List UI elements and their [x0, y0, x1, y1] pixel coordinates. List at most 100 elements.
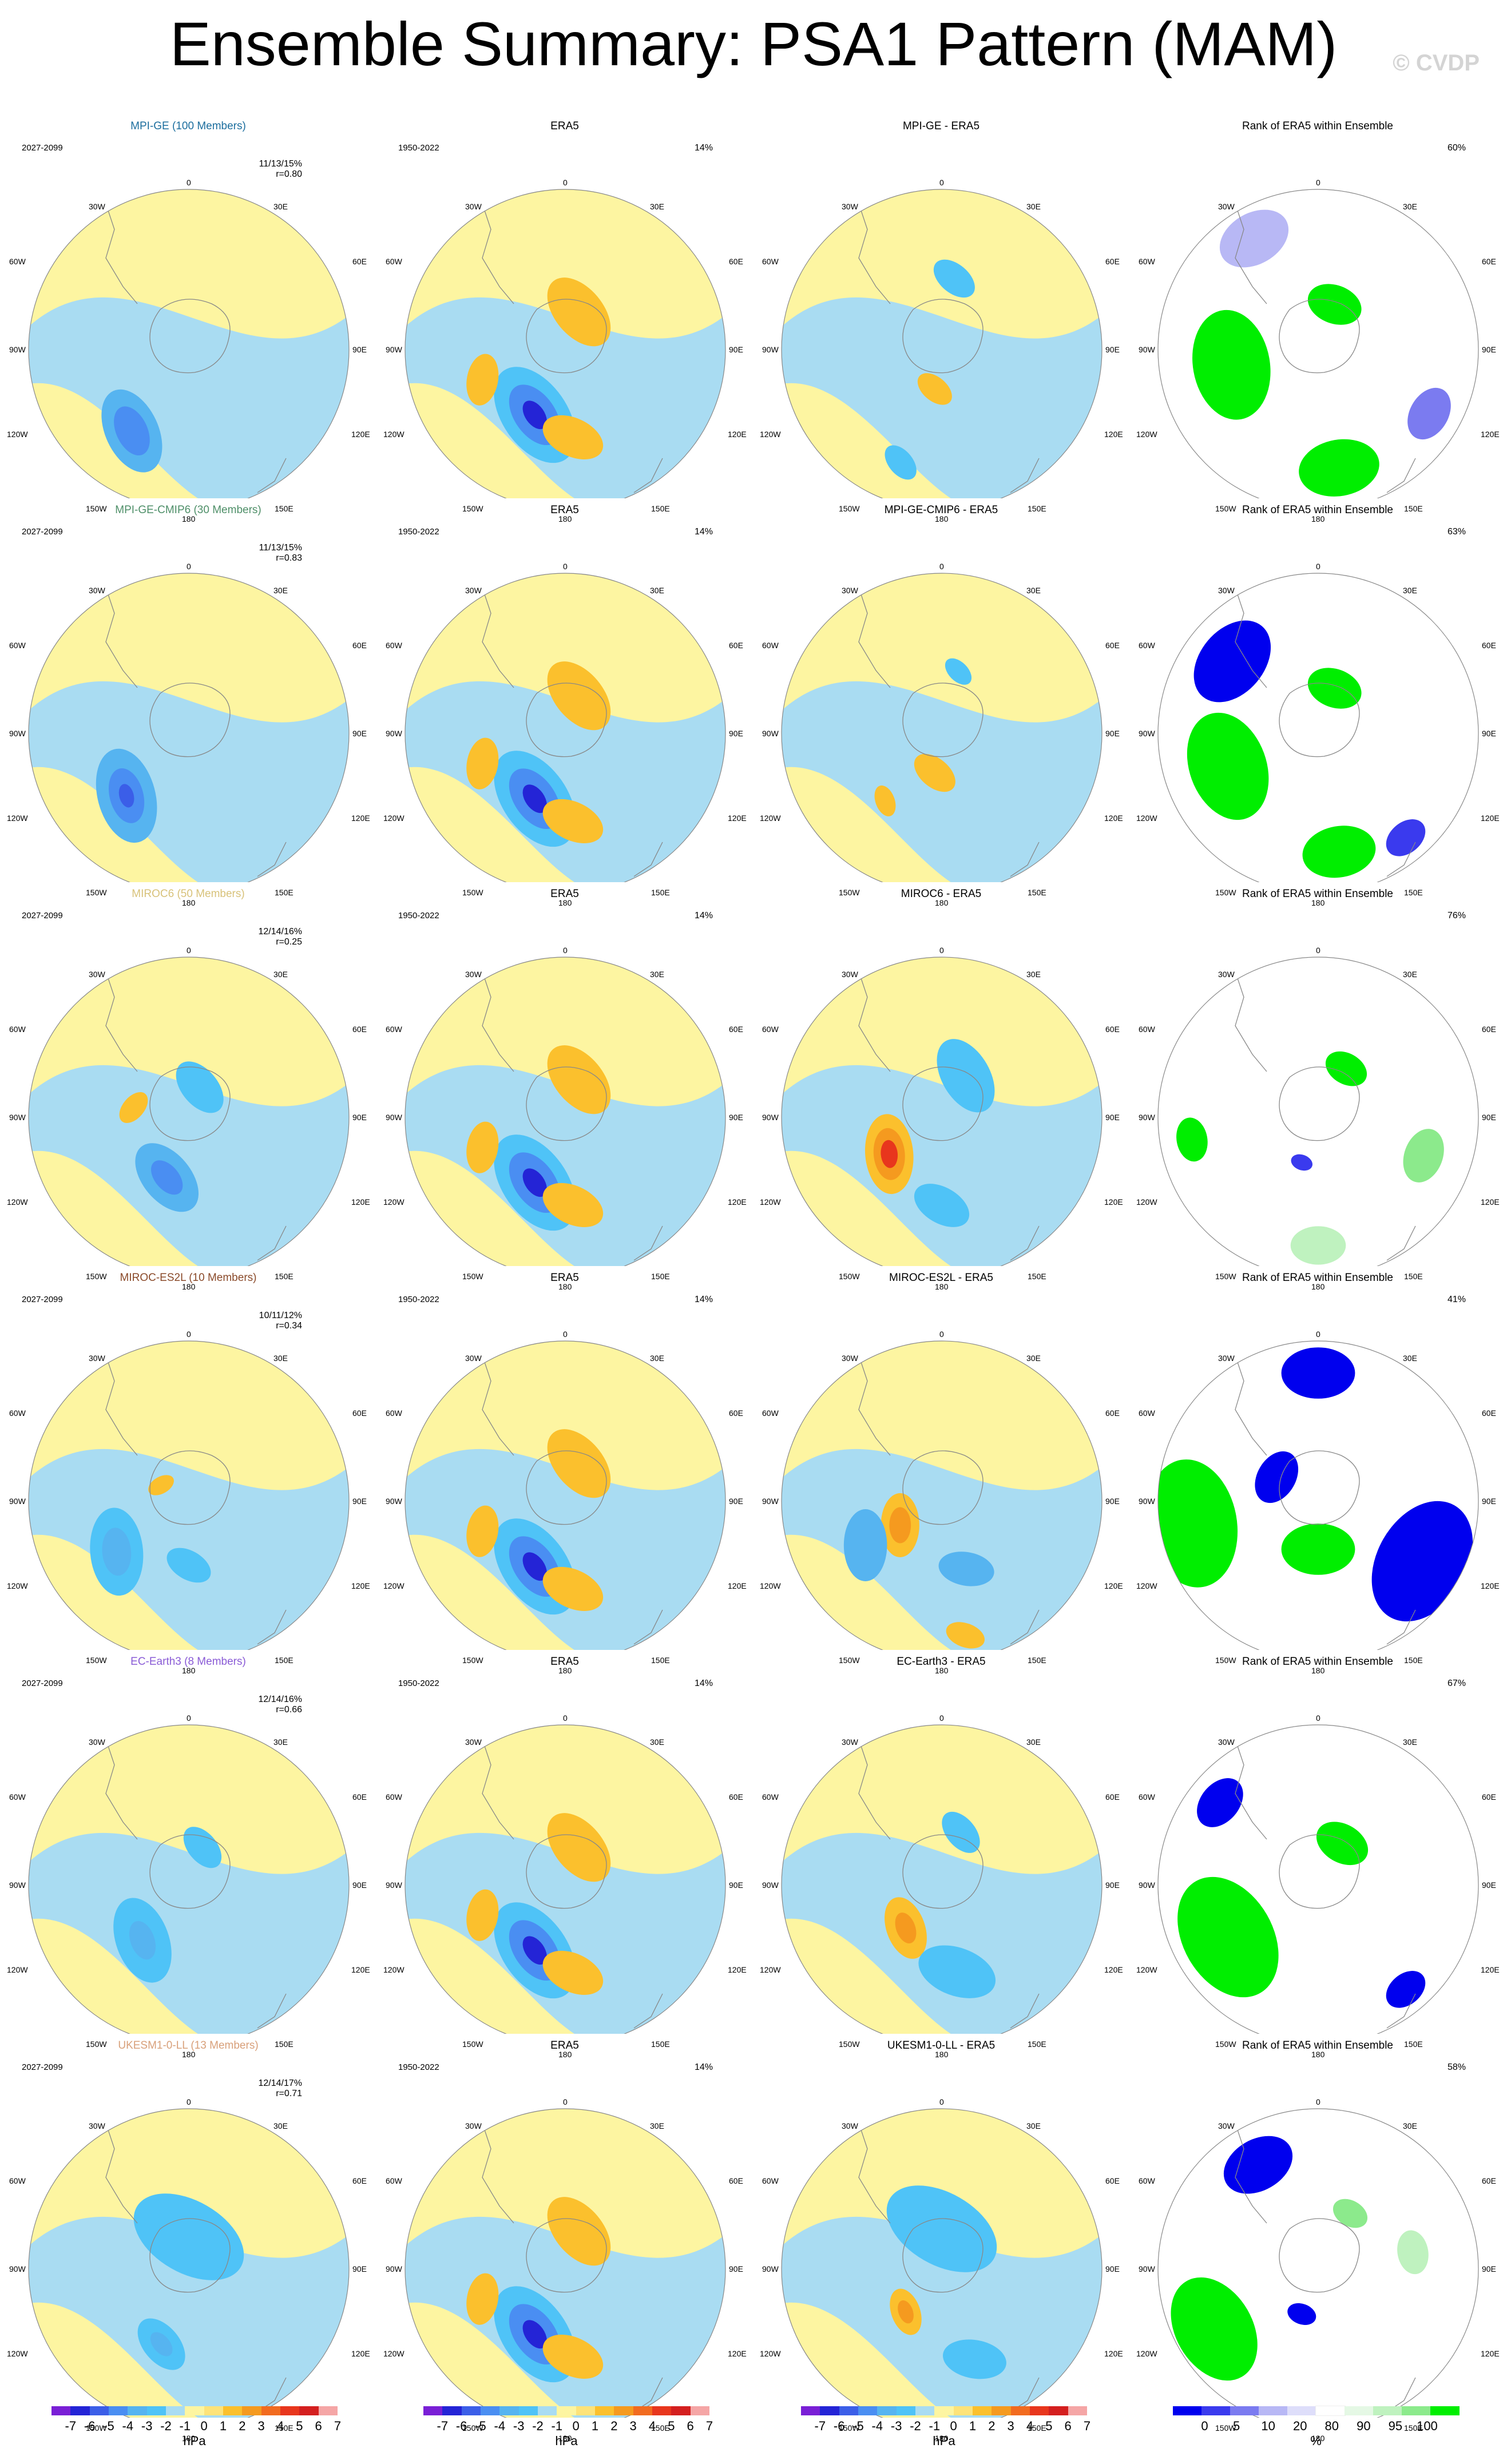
antarctica-coastline — [1279, 299, 1360, 374]
positive-anomaly-band — [405, 2109, 725, 2258]
colorbar-tick-label: -5 — [103, 2419, 114, 2433]
longitude-label: 150E — [651, 1656, 670, 1665]
antarctica-coastline — [149, 1066, 231, 1141]
rank-background — [1158, 2109, 1478, 2418]
longitude-label: 90W — [9, 1113, 26, 1122]
colorbar-swatch — [109, 2406, 128, 2415]
colorbar-tick-label: -4 — [494, 2419, 506, 2433]
longitude-label: 60E — [352, 641, 367, 650]
rank-background — [1158, 957, 1478, 1266]
longitude-label: 0 — [1316, 562, 1320, 571]
antarctica-coastline — [902, 1450, 983, 1525]
longitude-label: 150W — [86, 2423, 107, 2433]
contour-region — [886, 2185, 997, 2272]
longitude-label: 60E — [1105, 257, 1120, 266]
colorbar-tick-label: -2 — [160, 2419, 172, 2433]
longitude-label: 150E — [1028, 1656, 1046, 1665]
colorbar-swatch — [204, 2406, 224, 2415]
rank-region — [1403, 1129, 1444, 1183]
longitude-label: 150E — [651, 1272, 670, 1281]
longitude-label: 150W — [839, 1272, 860, 1281]
longitude-label: 150E — [1404, 504, 1423, 513]
longitude-label: 0 — [187, 946, 191, 955]
colorbar-swatch — [671, 2406, 691, 2415]
longitude-label: 90E — [1105, 345, 1120, 354]
south-america-coastline — [1232, 962, 1267, 1072]
longitude-label: 60W — [9, 1408, 26, 1418]
rank-region — [1281, 1523, 1355, 1575]
antarctica-coastline — [526, 2218, 607, 2293]
longitude-label: 30W — [89, 1737, 105, 1747]
positive-anomaly-band — [405, 957, 725, 1106]
colorbar-tick-label: 3 — [257, 2419, 265, 2433]
contour-region — [176, 1061, 224, 1113]
contour-map-svg — [781, 2108, 1103, 2418]
longitude-label: 0 — [939, 1330, 944, 1339]
positive-anomaly-band — [29, 1725, 349, 1874]
longitude-label: 60W — [9, 1792, 26, 1802]
contour-region — [946, 1622, 985, 1649]
south-america-coastline — [102, 2114, 138, 2224]
colorbar-tick-label: 0 — [572, 2419, 580, 2433]
longitude-label: 120W — [383, 814, 404, 823]
map-boundary — [781, 1340, 1103, 1650]
longitude-label: 150W — [839, 2423, 860, 2433]
rank-region — [1171, 2277, 1258, 2381]
longitude-label: 150E — [1028, 504, 1046, 513]
contour-region — [466, 1889, 499, 1941]
longitude-label: 90W — [9, 1497, 26, 1506]
longitude-label: 0 — [563, 178, 568, 187]
rank-region — [1158, 1459, 1238, 1588]
contour-map-svg — [781, 957, 1103, 1266]
colorbar-swatch — [461, 2406, 481, 2415]
positive-anomaly-band — [29, 957, 349, 1106]
longitude-label: 90W — [9, 2264, 26, 2273]
longitude-label: 180 — [1311, 514, 1325, 523]
contour-region — [133, 2193, 244, 2280]
colorbar-swatch — [223, 2406, 243, 2415]
longitude-label: 30E — [273, 970, 288, 979]
new-zealand-coastline — [1386, 1993, 1416, 2029]
longitude-label: 0 — [563, 946, 568, 955]
map-boundary — [28, 573, 350, 882]
longitude-label: 0 — [1316, 1713, 1320, 1723]
longitude-label: 30W — [842, 586, 858, 595]
longitude-label: 60W — [386, 257, 402, 266]
map-boundary — [1157, 189, 1479, 498]
colorbar-swatch — [1010, 2406, 1030, 2415]
longitude-label: 90W — [9, 345, 26, 354]
longitude-label: 120W — [1136, 1581, 1157, 1590]
longitude-label: 150E — [1404, 2423, 1423, 2433]
contour-region — [542, 2334, 604, 2379]
longitude-label: 30E — [273, 586, 288, 595]
contour-region — [542, 799, 604, 843]
map-panel: MPI-GE - ERA5 0 180 30W 30E 60W 60E 90W 90E 120W 1… — [753, 114, 1129, 523]
longitude-label: 30W — [842, 202, 858, 211]
colorbar-swatch — [423, 2406, 443, 2415]
map-boundary — [404, 1340, 726, 1650]
colorbar-swatch — [1259, 2406, 1288, 2415]
longitude-label: 120W — [7, 1965, 28, 1974]
antarctica-coastline — [149, 2218, 231, 2293]
rank-region — [1176, 1117, 1208, 1162]
colorbar-tick-label: -4 — [122, 2419, 134, 2433]
rank-region — [1302, 826, 1376, 878]
colorbar-swatch — [146, 2406, 166, 2415]
longitude-label: 60W — [762, 641, 779, 650]
new-zealand-coastline — [633, 1993, 663, 2029]
longitude-label: 30W — [89, 586, 105, 595]
contour-map-svg — [404, 1340, 726, 1650]
longitude-label: 150E — [275, 888, 294, 897]
rank-region — [1299, 439, 1379, 497]
longitude-label: 120W — [383, 430, 404, 439]
longitude-label: 120E — [351, 1581, 370, 1590]
colorbar-unit: hPa — [555, 2434, 578, 2448]
longitude-label: 30E — [1403, 970, 1417, 979]
longitude-label: 120E — [1104, 430, 1123, 439]
longitude-label: 90W — [1139, 2264, 1155, 2273]
longitude-label: 180 — [558, 1666, 572, 1675]
map-boundary — [1157, 1340, 1479, 1650]
pattern-correlation: r=0.66 — [276, 1705, 302, 1715]
rank-region — [1177, 1876, 1279, 1998]
longitude-label: 30W — [1218, 970, 1235, 979]
